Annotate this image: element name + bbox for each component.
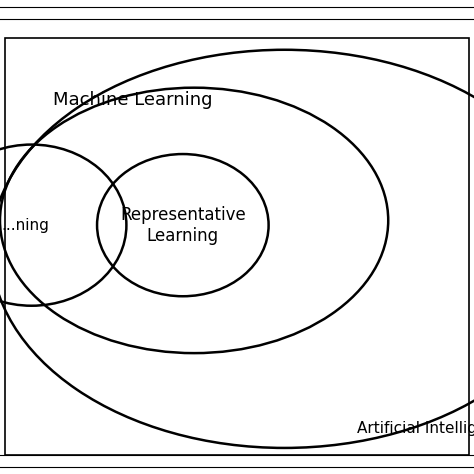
- Text: Representative
Learning: Representative Learning: [120, 206, 246, 245]
- Text: ...ning: ...ning: [1, 218, 49, 233]
- Text: Machine Learning: Machine Learning: [54, 91, 213, 109]
- Text: Artificial Intelligence: Artificial Intelligence: [356, 421, 474, 437]
